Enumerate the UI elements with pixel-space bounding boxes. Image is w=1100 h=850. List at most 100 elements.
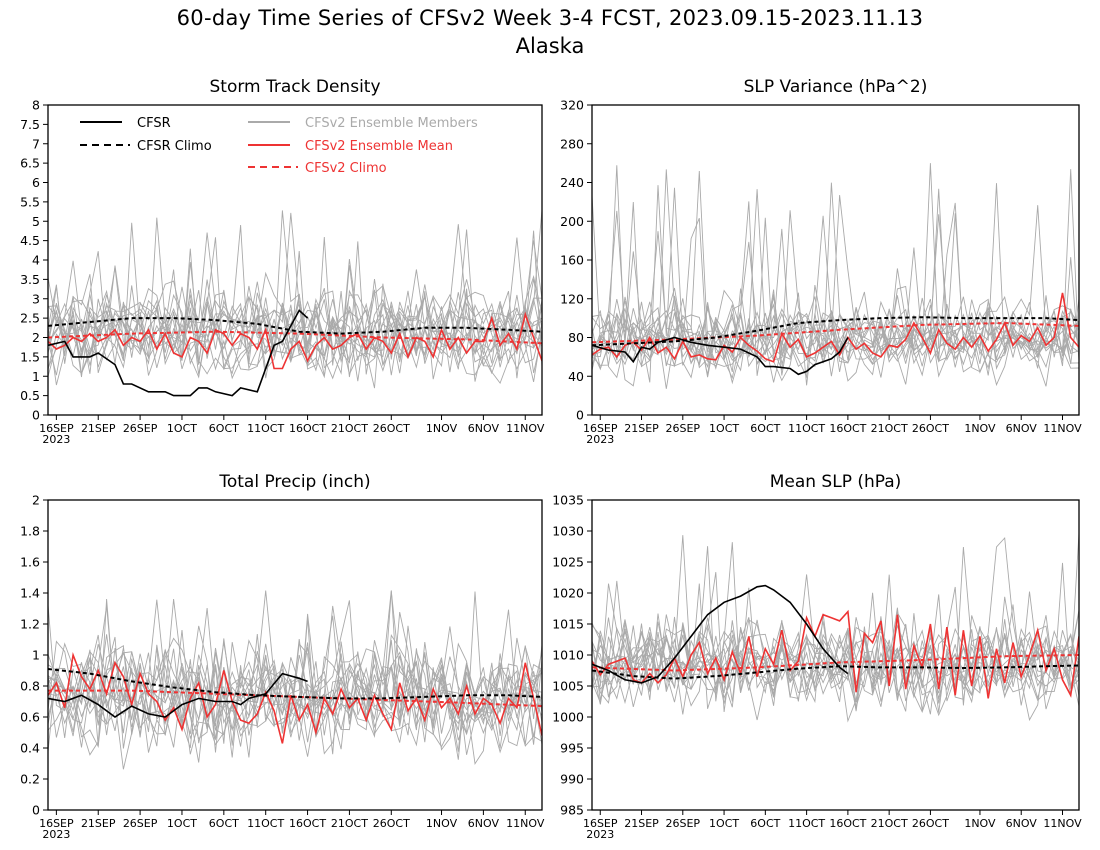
ensemble-member-line — [48, 600, 542, 760]
legend-cfsr-climo-label: CFSR Climo — [137, 139, 212, 154]
series-cfsr-climo — [48, 668, 542, 700]
y-tick-label: 985 — [560, 803, 584, 818]
x-tick-label: 11NOV — [1043, 422, 1082, 435]
y-tick-label: 8 — [32, 98, 40, 113]
y-tick-label: 1020 — [552, 586, 584, 601]
x-tick-label: 26SEP — [123, 422, 158, 435]
series-cfsr — [592, 584, 849, 684]
y-tick-label: 40 — [568, 369, 584, 384]
ensemble-member-line — [48, 264, 542, 376]
ensemble-member-line — [592, 572, 1079, 717]
y-tick-label: 80 — [568, 330, 584, 345]
x-tick-label: 1OCT — [167, 422, 197, 435]
y-tick-label: 280 — [560, 136, 584, 151]
chart-title: Mean SLP (hPa) — [770, 472, 902, 492]
ensemble-member-line — [48, 615, 542, 770]
legend: CFSR CFSR Climo CFSv2 Ensemble Members C… — [80, 116, 478, 176]
y-tick-label: 0 — [32, 803, 40, 818]
x-tick-label: 1NOV — [964, 817, 996, 830]
x-tick-label: 21SEP — [81, 817, 116, 830]
y-tick-label: 320 — [560, 98, 584, 113]
ensemble-member-line — [48, 210, 542, 380]
x-tick-label: 1NOV — [426, 422, 458, 435]
x-tick-label: 16OCT — [829, 422, 866, 435]
ensemble-member-line — [592, 586, 1079, 706]
x-tick-label: 1OCT — [167, 817, 197, 830]
y-tick-label: 995 — [560, 741, 584, 756]
y-tick-label: 1005 — [552, 679, 584, 694]
ensemble-member-line — [48, 251, 542, 389]
y-tick-label: 0 — [576, 408, 584, 423]
legend-cfsv2-climo-label: CFSv2 Climo — [305, 161, 387, 176]
x-tick-label: 1OCT — [709, 422, 739, 435]
ensemble-member-line — [592, 170, 1079, 376]
x-tick-label: 26SEP — [123, 817, 158, 830]
y-tick-label: 160 — [560, 253, 584, 268]
series-cfsv2-ensemble-mean — [592, 609, 1079, 699]
series-cfsr-climo — [592, 316, 1079, 347]
x-tick-label: 11NOV — [506, 422, 545, 435]
y-tick-label: 1015 — [552, 617, 584, 632]
y-tick-label: 4.5 — [20, 233, 40, 248]
ensemble-member-line — [592, 611, 1079, 702]
x-tick-label: 6OCT — [750, 422, 780, 435]
x-tick-label: 26OCT — [373, 817, 410, 830]
series-cfsv2-ensemble-mean — [48, 311, 542, 370]
series-cfsr — [592, 336, 849, 376]
series-cfsv2-climo — [592, 654, 1079, 672]
y-tick-label: 1035 — [552, 493, 584, 508]
chart-panel-4: Mean SLP (hPa) 985 990 995 1000 1005 1010 1015 1… — [552, 472, 1082, 841]
y-tick-label: 3 — [32, 291, 40, 306]
x-tick-label: 6OCT — [209, 817, 239, 830]
x-tick-label: 6OCT — [750, 817, 780, 830]
ensemble-member-line — [48, 224, 542, 385]
y-tick-label: 3.5 — [20, 272, 40, 287]
ensemble-member-line — [48, 237, 542, 371]
y-tick-label: 0.2 — [20, 772, 40, 787]
chart-panel-3: Total Precip (inch) 0 0.2 0.4 0.6 0.8 1 1.2 1.4 1… — [20, 472, 545, 841]
title-block: 60-day Time Series of CFSv2 Week 3-4 FCS… — [0, 4, 1100, 60]
plot-area — [48, 209, 542, 397]
y-tick-label: 120 — [560, 291, 584, 306]
y-tick-label: 7.5 — [20, 117, 40, 132]
y-tick-label: 0.4 — [20, 741, 40, 756]
y-tick-label: 1000 — [552, 710, 584, 725]
chart-title: Total Precip (inch) — [218, 472, 370, 492]
ensemble-member-line — [592, 163, 1079, 387]
x-tick-label: 21OCT — [331, 422, 368, 435]
y-tick-label: 0.5 — [20, 388, 40, 403]
ensemble-member-line — [592, 536, 1079, 713]
plot-area — [592, 532, 1079, 723]
x-tick-label: 16SEP — [39, 817, 74, 830]
x-tick-label: 11OCT — [247, 817, 284, 830]
y-tick-label: 1.4 — [20, 586, 40, 601]
y-tick-label: 1.6 — [20, 555, 40, 570]
x-tick-label: 16OCT — [829, 817, 866, 830]
x-tick-label: 11NOV — [506, 817, 545, 830]
y-tick-label: 1 — [32, 369, 40, 384]
y-tick-label: 990 — [560, 772, 584, 787]
x-tick-label: 21OCT — [871, 422, 908, 435]
legend-members-label: CFSv2 Ensemble Members — [305, 116, 478, 131]
ensemble-member-line — [592, 617, 1079, 708]
x-year-label: 2023 — [586, 828, 614, 841]
x-tick-label: 6NOV — [1006, 817, 1038, 830]
series-cfsv2-climo — [592, 321, 1079, 344]
y-tick-label: 0.6 — [20, 710, 40, 725]
x-tick-label: 21SEP — [81, 422, 116, 435]
y-tick-label: 2.5 — [20, 311, 40, 326]
series-cfsr — [48, 672, 308, 718]
x-tick-label: 6NOV — [468, 817, 500, 830]
x-tick-label: 6NOV — [468, 422, 500, 435]
y-tick-label: 5 — [32, 214, 40, 229]
ensemble-member-line — [592, 185, 1079, 387]
y-tick-label: 1025 — [552, 555, 584, 570]
page-subtitle: Alaska — [515, 34, 585, 58]
x-tick-label: 6NOV — [1006, 422, 1038, 435]
x-year-label: 2023 — [42, 828, 70, 841]
ensemble-member-line — [592, 288, 1079, 385]
y-tick-label: 2 — [32, 330, 40, 345]
y-tick-label: 2 — [32, 493, 40, 508]
x-tick-label: 26SEP — [666, 422, 701, 435]
